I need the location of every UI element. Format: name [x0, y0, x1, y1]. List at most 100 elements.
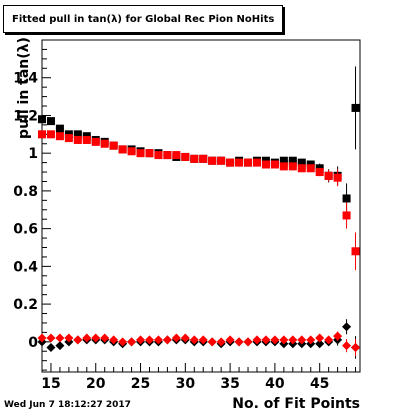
data-point-diamond: [315, 333, 325, 343]
data-point-diamond: [270, 335, 280, 345]
data-point-diamond: [73, 335, 83, 345]
y-tick-label: 0.6: [13, 222, 38, 238]
data-point-diamond: [216, 337, 226, 347]
data-point-diamond: [144, 335, 154, 345]
data-point-square: [109, 141, 118, 150]
y-tick-label: 1: [28, 146, 38, 162]
data-point-diamond: [261, 335, 271, 345]
data-point-square: [136, 149, 145, 158]
y-tick-label: 0.4: [13, 259, 38, 275]
data-point-diamond: [225, 335, 235, 345]
data-point-square: [55, 124, 64, 133]
data-point-square: [199, 154, 208, 163]
data-point-diamond: [234, 337, 244, 347]
data-point-diamond: [46, 342, 56, 352]
x-tick-label: 35: [220, 376, 239, 392]
y-tick-label: 1.2: [13, 108, 38, 124]
data-point-square: [279, 162, 288, 171]
data-point-square: [73, 135, 82, 144]
data-point-square: [261, 160, 270, 169]
data-point-square: [270, 160, 279, 169]
data-point-square: [235, 158, 244, 167]
data-point-square: [217, 156, 226, 165]
data-point-diamond: [55, 341, 65, 351]
data-point-diamond: [351, 342, 361, 352]
data-point-diamond: [207, 337, 217, 347]
data-point-square: [64, 134, 73, 143]
data-point-diamond: [118, 337, 128, 347]
data-point-square: [163, 151, 172, 160]
data-point-diamond: [153, 335, 163, 345]
data-point-square: [127, 147, 136, 156]
data-point-diamond: [37, 333, 47, 343]
x-tick-label: 30: [176, 376, 196, 392]
x-tick-label: 40: [265, 376, 285, 392]
data-point-diamond: [315, 339, 325, 349]
data-point-square: [351, 103, 360, 112]
data-point-square: [244, 158, 253, 167]
data-point-diamond: [55, 333, 65, 343]
data-point-diamond: [306, 335, 316, 345]
data-point-square: [118, 145, 127, 154]
x-tick-label: 15: [41, 376, 60, 392]
data-point-diamond: [171, 333, 181, 343]
data-point-square: [351, 247, 360, 256]
data-point-diamond: [342, 322, 352, 332]
data-point-square: [279, 156, 288, 165]
data-point-diamond: [91, 333, 101, 343]
data-point-diamond: [100, 333, 110, 343]
data-point-diamond: [109, 335, 119, 345]
data-point-diamond: [279, 335, 289, 345]
y-tick-label: 0.8: [13, 184, 38, 200]
data-point-square: [342, 194, 351, 203]
data-point-square: [82, 135, 91, 144]
data-point-square: [324, 171, 333, 180]
data-point-square: [73, 130, 82, 139]
data-point-square: [38, 115, 46, 124]
data-point-square: [55, 132, 64, 141]
data-point-square: [342, 211, 351, 220]
x-tick-label: 20: [86, 376, 106, 392]
data-point-square: [288, 162, 297, 171]
y-tick-label: 1.4: [13, 71, 38, 87]
chart-title: Fitted pull in tan(λ) for Global Rec Pio…: [12, 14, 275, 25]
data-point-square: [288, 156, 297, 165]
data-point-square: [38, 130, 46, 139]
data-point-diamond: [243, 337, 253, 347]
data-point-square: [208, 156, 217, 165]
data-point-diamond: [64, 333, 74, 343]
data-point-diamond: [46, 333, 56, 343]
data-point-square: [145, 149, 154, 158]
data-point-square: [252, 158, 261, 167]
y-tick-label: 0.2: [13, 297, 38, 313]
x-tick-label: 25: [131, 376, 150, 392]
data-point-diamond: [297, 335, 307, 345]
data-point-square: [297, 158, 306, 167]
data-point-diamond: [180, 333, 190, 343]
data-point-square: [181, 152, 190, 161]
data-point-square: [306, 164, 315, 173]
data-point-square: [315, 168, 324, 177]
data-point-square: [154, 151, 163, 160]
data-point-square: [46, 130, 55, 139]
data-point-square: [333, 173, 342, 182]
data-point-square: [172, 151, 181, 160]
data-point-diamond: [82, 333, 92, 343]
data-point-square: [91, 137, 100, 146]
plot-frame: [41, 39, 361, 373]
y-tick-label: 0: [28, 335, 38, 351]
chart-title-box: Fitted pull in tan(λ) for Global Rec Pio…: [3, 5, 283, 33]
data-point-diamond: [324, 335, 334, 345]
data-point-diamond: [189, 335, 199, 345]
x-tick-label: 45: [310, 376, 329, 392]
data-point-square: [297, 164, 306, 173]
data-point-diamond: [252, 335, 262, 345]
data-point-square: [190, 154, 199, 163]
data-point-diamond: [162, 335, 172, 345]
data-point-square: [226, 158, 235, 167]
data-point-diamond: [198, 335, 208, 345]
data-point-diamond: [136, 335, 146, 345]
data-point-square: [46, 117, 55, 126]
x-axis-label: No. of Fit Points: [232, 396, 360, 412]
